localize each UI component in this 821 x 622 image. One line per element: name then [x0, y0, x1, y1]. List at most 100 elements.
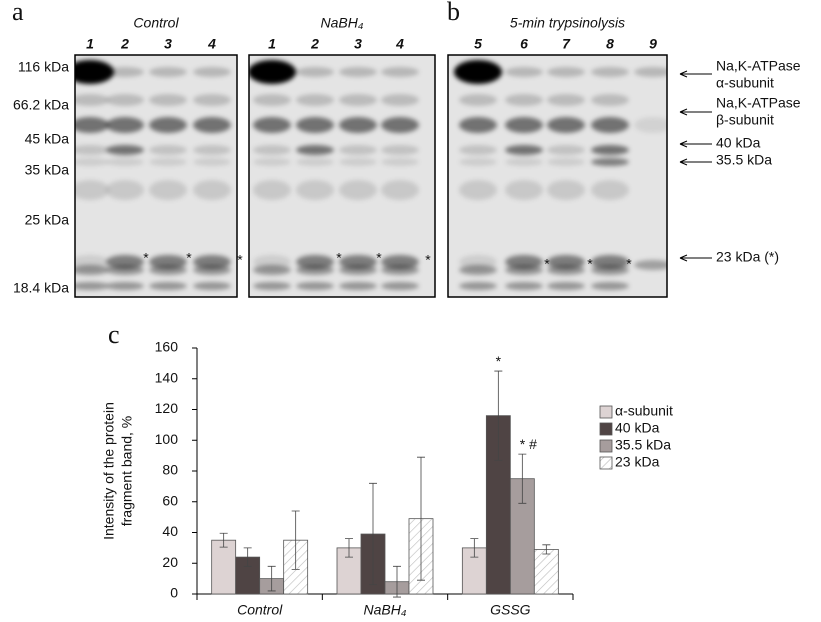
gel-band — [253, 117, 291, 133]
gel-band — [505, 117, 543, 133]
gel-band — [75, 117, 109, 133]
y-tick-label: 60 — [162, 492, 178, 508]
gel-band — [381, 67, 419, 77]
asterisk: * — [143, 250, 149, 266]
gel-band — [459, 94, 497, 106]
gel-band — [339, 180, 377, 200]
gel-band — [106, 158, 144, 166]
gel-band — [106, 94, 144, 106]
x-tick-label: Control — [237, 602, 283, 618]
legend-label: 35.5 kDa — [615, 437, 671, 453]
gel-band — [381, 255, 419, 269]
gel-band — [149, 94, 187, 106]
asterisk: * — [237, 252, 243, 268]
gel-band — [634, 260, 667, 270]
gel-band — [296, 255, 334, 269]
error-bar — [542, 544, 551, 555]
gel-band — [75, 255, 109, 269]
gel-band — [547, 67, 585, 77]
gel-band — [381, 117, 419, 133]
gel-band — [547, 145, 585, 155]
gel-band — [75, 60, 114, 84]
significance-mark: * # — [520, 436, 537, 452]
asterisk: * — [587, 256, 593, 272]
gel-band — [505, 255, 543, 269]
y-tick-label: 100 — [155, 431, 179, 447]
lane-label: 1 — [268, 36, 276, 52]
gel-band — [634, 67, 667, 77]
gel-bands — [454, 60, 667, 290]
gel-band — [149, 255, 187, 269]
gel-bands — [75, 60, 231, 290]
gel-band — [459, 117, 497, 133]
error-bar — [243, 547, 252, 567]
error-bar — [369, 482, 377, 586]
gel-band — [149, 117, 187, 133]
gel-band — [193, 67, 231, 77]
lane-label: 2 — [310, 36, 319, 52]
gel-band — [547, 117, 585, 133]
gel-band — [381, 94, 419, 106]
panel-label: c — [108, 320, 120, 349]
gel-band — [296, 94, 334, 106]
gel-band — [547, 158, 585, 166]
asterisk: * — [544, 256, 550, 272]
asterisk: * — [336, 250, 342, 266]
gel-border — [248, 54, 436, 298]
gel-band — [193, 282, 231, 290]
gel-bands — [249, 60, 419, 290]
error-bar — [494, 370, 503, 461]
gel-title: 5-min trypsinolysis — [510, 15, 625, 31]
gel-band — [339, 117, 377, 133]
error-bar — [470, 538, 479, 558]
gel-band — [253, 282, 291, 290]
lane-label: 4 — [207, 36, 216, 52]
legend-label: α-subunit — [615, 403, 673, 419]
y-tick-label: 20 — [162, 554, 178, 570]
band-label: 35.5 kDa — [716, 152, 772, 168]
y-axis-label: Intensity of the protein — [101, 402, 117, 540]
error-bar — [417, 456, 425, 581]
error-bar — [291, 510, 300, 570]
lane-label: 7 — [562, 36, 571, 52]
legend-label: 40 kDa — [615, 420, 660, 436]
legend-swatch — [599, 439, 613, 453]
gel-band — [339, 158, 377, 166]
gel-title: NaBH₄ — [321, 15, 364, 31]
band-label: 40 kDa — [716, 135, 761, 151]
legend-swatch — [599, 405, 613, 419]
gel-band — [381, 145, 419, 155]
gel-band — [249, 60, 296, 84]
y-tick-label: 80 — [162, 462, 178, 478]
significance-mark: * — [496, 353, 502, 369]
lane-label: 3 — [354, 36, 362, 52]
gel-band — [296, 158, 334, 166]
gel-band — [106, 67, 144, 77]
gel-band — [339, 94, 377, 106]
gel-border — [74, 54, 238, 298]
gel-band — [634, 117, 667, 133]
gel-band — [505, 67, 543, 77]
marker-label: 45 kDa — [25, 131, 70, 147]
gel-band — [106, 255, 144, 269]
gel-band — [193, 180, 231, 200]
gel-band — [381, 180, 419, 200]
gel-band — [454, 60, 502, 84]
error-bar — [219, 532, 228, 548]
asterisk: * — [376, 250, 382, 266]
lane-label: 5 — [474, 36, 482, 52]
lane-label: 3 — [164, 36, 172, 52]
x-tick-label: GSSG — [490, 602, 531, 618]
gel-band — [505, 180, 543, 200]
gel-band — [149, 158, 187, 166]
gel-band — [547, 94, 585, 106]
gel-band — [591, 145, 629, 155]
gel-band — [296, 67, 334, 77]
gel-band — [459, 145, 497, 155]
gel-band — [505, 94, 543, 106]
gel-band — [381, 158, 419, 166]
arrow-head — [679, 140, 688, 148]
gel-band — [459, 158, 497, 166]
asterisk: * — [425, 252, 431, 268]
gel-band — [149, 67, 187, 77]
